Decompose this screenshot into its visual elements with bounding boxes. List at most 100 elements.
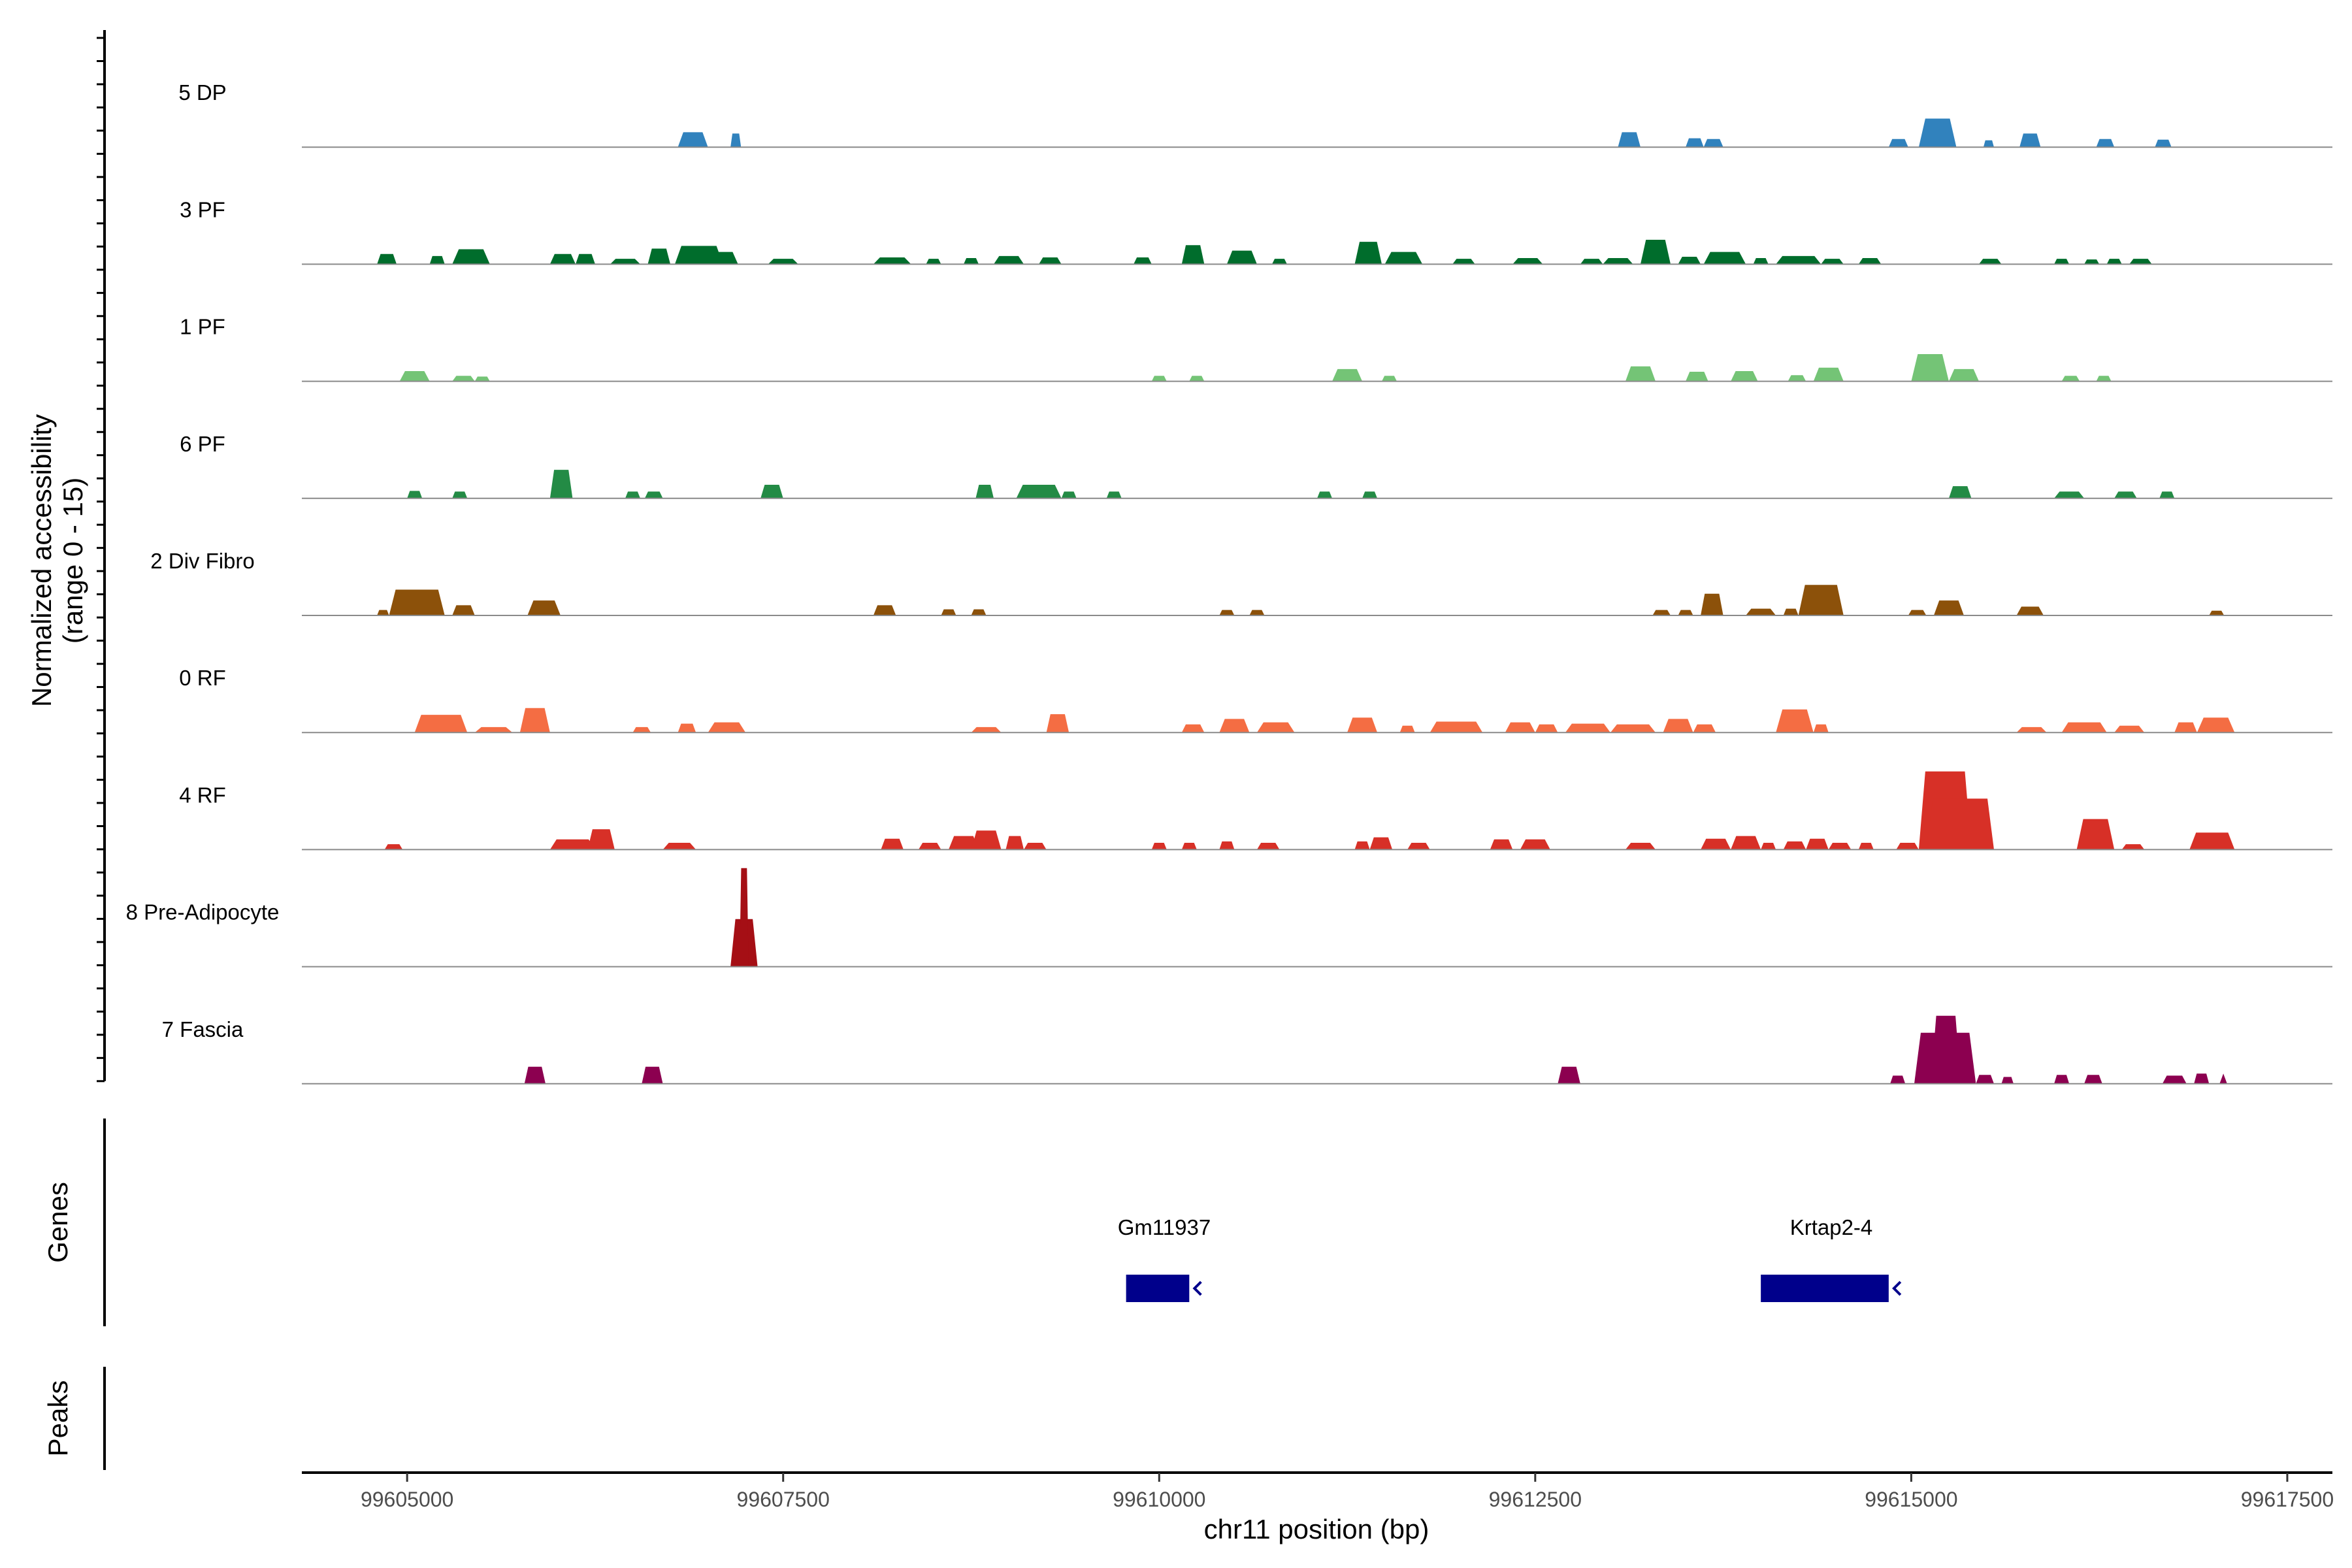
coverage-peak [1908,610,1927,615]
track-5-dp: 5 DP [178,80,2332,148]
coverage-peak [760,485,783,498]
x-axis: 99605000 99607500 99610000 99612500 99615000… [302,1471,2334,1511]
coverage-peak [926,259,941,265]
track-8-pre-adipocyte: 8 Pre-Adipocyte [126,868,2332,968]
coverage-peak [708,252,738,265]
coverage-peak [1384,252,1423,265]
coverage-peak [1106,491,1122,498]
coverage-peak [474,376,490,382]
coverage-peak [1625,843,1656,850]
coverage-peak [1381,376,1397,382]
coverage-peak [2114,725,2145,733]
coverage-peak [1890,1075,1906,1084]
coverage-peak [1678,256,1701,265]
coverage-peak [414,715,468,733]
coverage-peak [1407,843,1430,850]
coverage-peak [1219,841,1235,850]
coverage-peak [2209,610,2225,615]
x-tick-label: 99617500 [2241,1488,2334,1511]
coverage-peak [549,253,576,265]
coverage-peak [2106,259,2122,265]
gene-label: Krtap2-4 [1790,1215,1873,1239]
coverage-peak [1983,140,1994,148]
coverage-peak [389,589,445,615]
coverage-peak [587,829,615,850]
peaks-panel-title: Peaks [42,1380,73,1457]
coverage-peak [1558,1066,1580,1084]
coverage-peak [2084,1075,2102,1084]
x-axis-title: chr11 position (bp) [1204,1514,1429,1544]
coverage-peak [1761,843,1776,850]
coverage-peak [1369,837,1393,850]
coverage-peak [1625,366,1656,382]
coverage-peak [644,491,663,498]
track-6-pf: 6 PF [180,432,2332,499]
coverage-peak [1535,724,1558,733]
coverage-peak [1399,725,1415,733]
track-label: 8 Pre-Adipocyte [126,900,280,924]
coverage-peak [1618,132,1641,148]
coverage-peak [678,132,708,148]
coverage-peak [873,257,911,265]
coverage-peak [1640,239,1671,265]
gene-body [1126,1275,1190,1302]
coverage-peak [708,722,746,733]
coverage-peak [1181,245,1205,265]
x-tick-label: 99612500 [1489,1488,1582,1511]
coverage-peak [452,376,475,382]
coverage-peak [1652,610,1671,615]
coverage-peak [994,255,1024,265]
y-axis-title: Normalized accessibility [26,414,57,707]
coverage-peak [1858,258,1882,265]
coverage-peak [2197,717,2235,733]
genes-panel: Genes Gm11937 Krtap2-4 [42,1119,1902,1326]
coverage-peak [1948,368,1979,382]
coverage-peak [1918,118,1957,148]
coverage-peak [2159,491,2175,498]
coverage-peak [377,253,397,265]
track-0-rf: 0 RF [179,666,2332,734]
coverage-peak [1452,259,1475,265]
coverage-peak [662,843,696,850]
coverage-peak [2084,259,2100,265]
coverage-peak [1731,836,1761,850]
coverage-peak [1798,585,1844,615]
coverage-peak [730,133,742,148]
coverage-peak [1603,258,1633,265]
coverage-peak [642,1066,663,1084]
track-7-fascia: 7 Fascia [162,1015,2332,1085]
coverage-peak [2096,139,2115,148]
coverage-peak [971,830,1002,850]
coverage-peak [2016,606,2044,615]
coverage-peak [2054,1075,2070,1084]
track-label: 5 DP [178,80,226,105]
coverage-peak [452,605,475,615]
coverage-peak [1703,139,1723,148]
coverage-peak [549,470,573,498]
coverage-peak [2076,819,2115,850]
gene-label: Gm11937 [1118,1215,1211,1239]
coverage-peak [1271,259,1287,265]
genes-panel-title: Genes [42,1182,73,1263]
coverage-peak [941,609,956,615]
coverage-peak [881,838,904,850]
coverage-peak [429,255,445,265]
coverage-peak [1249,610,1265,615]
track-label: 7 Fascia [162,1017,244,1041]
coverage-peak [1693,724,1716,733]
coverage-peak [1703,252,1746,265]
coverage-peak [1580,259,1603,265]
coverage-peak [2061,376,2080,382]
coverage-peak [1678,610,1693,615]
track-1-pf: 1 PF [180,315,2332,382]
coverage-peak [1134,257,1152,265]
gene-body [1761,1275,1889,1302]
coverage-peak [1933,600,1964,615]
coverage-peak [1347,717,1378,733]
track-label: 1 PF [180,315,225,339]
track-4-rf: 4 RF [179,771,2332,851]
coverage-peak [1776,709,1814,733]
coverage-peak [1911,354,1949,382]
coverage-peak [2016,727,2047,733]
coverage-peak [1926,798,1994,850]
